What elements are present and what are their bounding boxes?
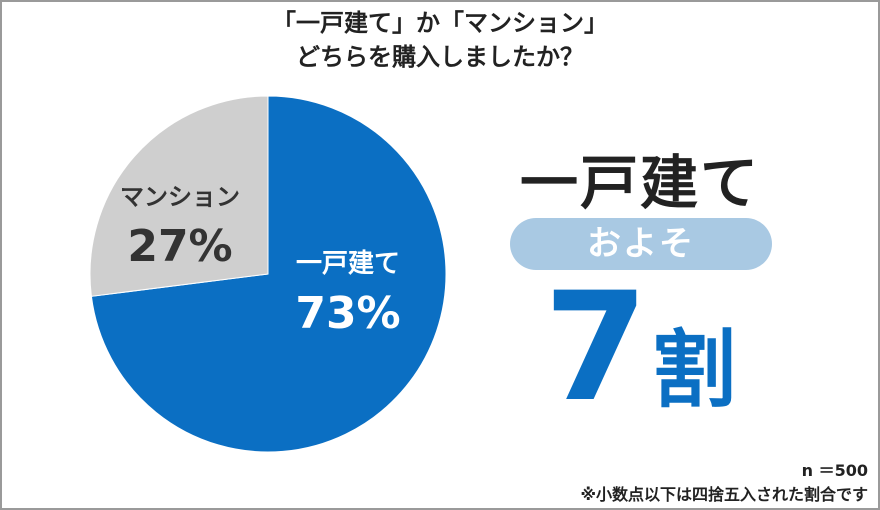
slice-value-0: 73% bbox=[295, 288, 400, 339]
sample-size: n ＝500 bbox=[801, 461, 868, 480]
highlight-value-unit: 割 bbox=[652, 321, 737, 419]
title-line-1: 「一戸建て」か「マンション」 bbox=[272, 9, 608, 37]
approx-pill: およそ bbox=[510, 218, 772, 270]
highlight-type-label: 一戸建て bbox=[519, 149, 760, 217]
rounding-note: ※小数点以下は四捨五入された割合です bbox=[580, 485, 868, 504]
slice-label-1: マンション bbox=[120, 183, 240, 211]
highlight-value: 7割 bbox=[520, 268, 760, 428]
pie-slice-1 bbox=[89, 95, 269, 297]
slice-label-0: 一戸建て bbox=[296, 249, 400, 279]
highlight-value-number: 7 bbox=[543, 261, 649, 435]
slice-value-1: 27% bbox=[127, 221, 232, 272]
chart-title: 「一戸建て」か「マンション」 どちらを購入しましたか？ bbox=[0, 6, 880, 74]
title-line-2: どちらを購入しましたか？ bbox=[296, 43, 584, 71]
pie-slice-0 bbox=[90, 95, 447, 453]
